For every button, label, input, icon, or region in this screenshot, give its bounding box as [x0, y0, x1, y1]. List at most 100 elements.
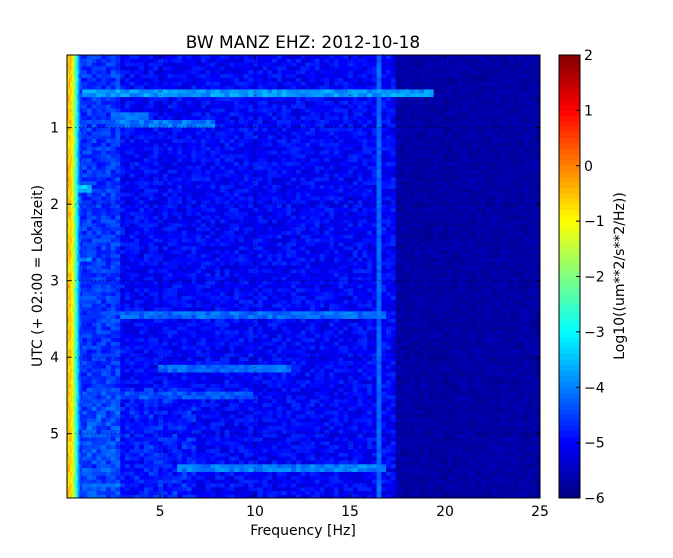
heatmap-cell [81, 70, 83, 75]
heatmap-cell [462, 185, 468, 190]
heatmap-cell [115, 139, 121, 144]
heatmap-cell [409, 120, 416, 125]
heatmap-cell [219, 188, 226, 194]
heatmap-cell [343, 104, 349, 109]
heatmap-cell [523, 127, 529, 132]
heatmap-cell [115, 223, 121, 228]
heatmap-cell [329, 188, 335, 194]
heatmap-cell [70, 142, 73, 148]
heatmap-cell [196, 150, 202, 155]
heatmap-cell [86, 104, 93, 109]
heatmap-cell [276, 196, 283, 201]
heatmap-cell [162, 81, 169, 87]
heatmap-cell [229, 200, 235, 205]
heatmap-cell [519, 131, 525, 136]
heatmap-cell [110, 123, 116, 129]
heatmap-cell [143, 139, 150, 144]
heatmap-cell [272, 169, 278, 174]
heatmap-cell [305, 77, 311, 83]
heatmap-cell [205, 169, 211, 174]
heatmap-cell [495, 131, 501, 136]
heatmap-cell [110, 135, 116, 140]
heatmap-cell [338, 127, 344, 132]
heatmap-cell [124, 150, 131, 155]
heatmap-cell [77, 55, 79, 60]
heatmap-cell [395, 97, 401, 102]
heatmap-cell [519, 146, 525, 152]
heatmap-cell [73, 108, 75, 113]
heatmap-cell [533, 104, 539, 109]
heatmap-cell [538, 93, 541, 98]
heatmap-cell [485, 173, 492, 178]
heatmap-cell [314, 200, 321, 205]
heatmap-cell [495, 58, 501, 64]
heatmap-cell [443, 139, 449, 144]
heatmap-cell [329, 104, 335, 109]
heatmap-cell [191, 70, 197, 75]
heatmap-cell [272, 211, 278, 217]
heatmap-cell [433, 123, 439, 129]
heatmap-cell [295, 81, 302, 87]
heatmap-cell [528, 77, 534, 83]
heatmap-cell [295, 146, 302, 152]
heatmap-cell [139, 120, 145, 125]
heatmap-cell [78, 93, 80, 98]
heatmap-cell [305, 192, 311, 197]
heatmap-cell [196, 89, 202, 94]
heatmap-cell [386, 112, 392, 117]
heatmap-cell [162, 77, 169, 83]
heatmap-cell [79, 215, 81, 220]
heatmap-cell [471, 120, 477, 125]
heatmap-cell [76, 85, 78, 90]
heatmap-cell [504, 123, 511, 129]
heatmap-cell [96, 66, 102, 71]
heatmap-cell [390, 208, 397, 213]
heatmap-cell [224, 169, 230, 174]
heatmap-cell [481, 158, 487, 163]
heatmap-cell [424, 173, 430, 178]
heatmap-cell [70, 55, 73, 60]
heatmap-cell [343, 188, 349, 194]
heatmap-cell [219, 208, 226, 213]
heatmap-cell [409, 93, 416, 98]
heatmap-cell [82, 127, 88, 132]
heatmap-cell [305, 154, 311, 159]
heatmap-cell [281, 158, 287, 163]
heatmap-cell [333, 93, 340, 98]
heatmap-cell [538, 85, 541, 90]
heatmap-cell [143, 93, 150, 98]
heatmap-cell [79, 77, 81, 83]
heatmap-cell [381, 112, 387, 117]
heatmap-cell [215, 104, 221, 109]
heatmap-cell [471, 55, 477, 60]
heatmap-cell [490, 127, 496, 132]
heatmap-cell [371, 120, 378, 125]
heatmap-cell [367, 97, 373, 102]
heatmap-cell [462, 219, 468, 224]
heatmap-cell [139, 135, 145, 140]
heatmap-cell [79, 89, 81, 94]
heatmap-cell [172, 215, 178, 220]
heatmap-cell [438, 188, 444, 194]
heatmap-cell [348, 93, 354, 98]
heatmap-cell [400, 89, 406, 94]
heatmap-cell [438, 154, 444, 159]
heatmap-cell [186, 181, 192, 186]
heatmap-cell [210, 196, 216, 201]
heatmap-cell [76, 89, 78, 94]
heatmap-cell [70, 58, 73, 64]
heatmap-cell [409, 116, 416, 121]
heatmap-cell [447, 146, 454, 152]
heatmap-cell [533, 215, 539, 220]
heatmap-cell [167, 185, 173, 190]
heatmap-cell [352, 200, 359, 205]
heatmap-cell [424, 58, 430, 64]
heatmap-cell [243, 146, 249, 152]
heatmap-cell [74, 196, 76, 201]
heatmap-cell [390, 89, 397, 94]
heatmap-cell [305, 146, 311, 152]
heatmap-cell [229, 177, 235, 182]
heatmap-cell [267, 116, 273, 121]
heatmap-cell [262, 142, 268, 148]
heatmap-cell [481, 104, 487, 109]
